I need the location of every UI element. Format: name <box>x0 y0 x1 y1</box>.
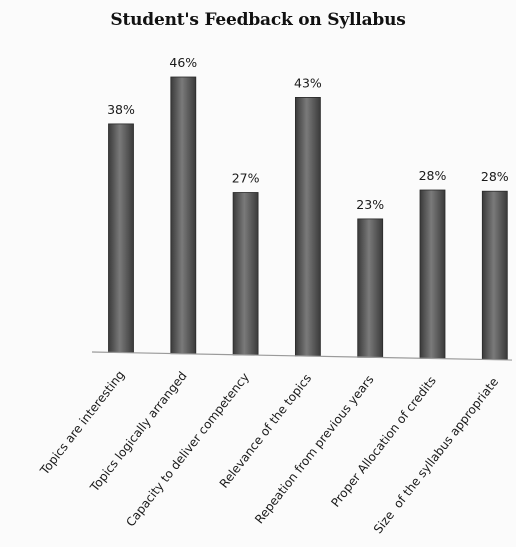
chart-title: Student's Feedback on Syllabus <box>110 10 406 30</box>
data-label-1: 38% <box>107 102 135 117</box>
bar-1 <box>108 123 134 353</box>
data-label-5: 23% <box>356 197 384 212</box>
bar-3 <box>232 192 259 356</box>
category-label-7: Size of the syllabus appropriate <box>371 375 501 536</box>
category-label-6: Proper Allocation of credits <box>328 374 439 510</box>
data-label-3: 27% <box>232 171 260 186</box>
category-label-3: Capacity to deliver competency <box>123 370 252 529</box>
bar-6 <box>419 189 446 359</box>
data-label-6: 28% <box>419 168 447 183</box>
data-label-7: 28% <box>481 169 509 184</box>
bar-4 <box>294 97 321 357</box>
bar-7 <box>481 190 508 360</box>
bar-5 <box>357 218 384 358</box>
data-label-4: 43% <box>294 75 322 90</box>
category-label-5: Repeation from previous years <box>252 373 376 527</box>
data-label-2: 46% <box>169 55 197 70</box>
bar-2 <box>170 76 197 355</box>
x-axis-line <box>91 351 513 361</box>
